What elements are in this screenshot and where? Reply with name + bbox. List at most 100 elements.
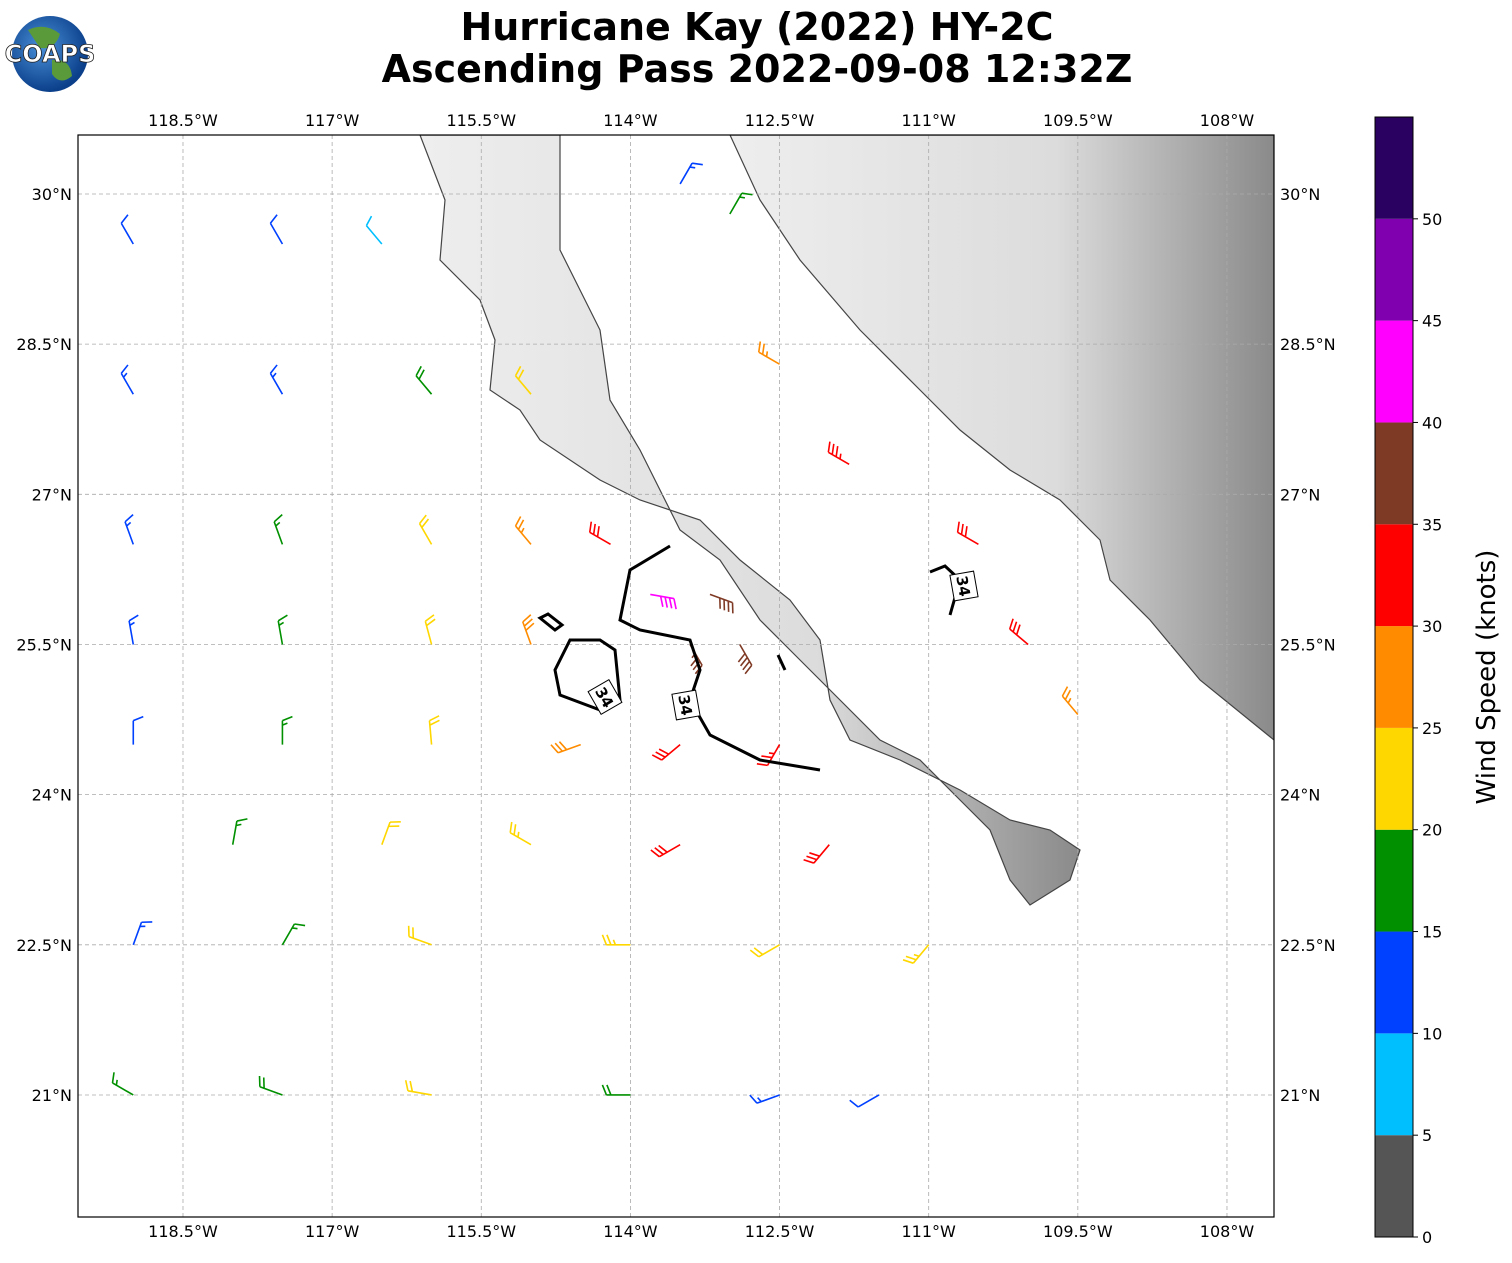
x-tick-label: 112.5°W: [745, 111, 815, 130]
wind-barb: [956, 521, 979, 546]
wind-barb: [588, 521, 611, 546]
axes: 118.5°W 118.5°W 117°W 117°W 115.5°W 115.5°W 11…: [16, 111, 1335, 1241]
colorbar-tick-label: 40: [1422, 413, 1442, 432]
y-tick-label: 25.5°N: [16, 635, 72, 654]
wind-barb: [231, 818, 248, 845]
colorbar-segment: [1375, 829, 1413, 932]
colorbar-segment: [1375, 117, 1413, 219]
baja-peninsula: [419, 135, 1081, 906]
title: Hurricane Kay (2022) HY-2C: [460, 5, 1053, 49]
wind-barb: [522, 614, 535, 645]
colorbar-tick-label: 30: [1422, 617, 1442, 636]
colorbar-label: Wind Speed (knots): [1472, 550, 1502, 805]
wind-barb: [132, 921, 153, 946]
colorbar-tick-label: 15: [1422, 923, 1442, 942]
colorbar-segment: [1375, 727, 1413, 830]
wind-barb: [258, 1075, 283, 1096]
wind-barb: [601, 934, 631, 946]
x-tick-label: 109.5°W: [1043, 1222, 1113, 1241]
wind-barb: [749, 944, 780, 958]
x-tick-label: 114°W: [603, 111, 658, 130]
colorbar-tick-label: 45: [1422, 312, 1442, 331]
wind-barb: [381, 820, 401, 845]
colorbar-segment: [1375, 931, 1413, 1034]
map-area: 34 34 34: [78, 135, 1274, 1217]
y-tick-label: 21°N: [32, 1086, 72, 1105]
colorbar-segment: [1375, 1135, 1413, 1237]
y-tick-label: 24°N: [32, 786, 72, 805]
wind-barb: [749, 1094, 780, 1104]
x-tick-label: 117°W: [305, 111, 360, 130]
colorbar-segment: [1375, 218, 1413, 321]
wind-barb: [418, 514, 433, 545]
wind-barb: [404, 1080, 432, 1096]
colorbar-segment: [1375, 320, 1413, 423]
x-tick-label: 111°W: [902, 111, 957, 130]
colorbar: 0 5 10 15 20 25 30 35 40 45 50 Wind Speed (knots): [1374, 116, 1502, 1247]
y-tick-label: 24°N: [1280, 786, 1320, 805]
wind-barb: [849, 1094, 880, 1108]
wind-barb: [514, 365, 532, 395]
x-tick-label: 118.5°W: [148, 111, 218, 130]
wind-barb: [120, 214, 134, 245]
colorbar-frame: [1374, 116, 1414, 1238]
y-tick-label: 25.5°N: [1280, 635, 1336, 654]
colorbar-tick-label: 10: [1422, 1024, 1442, 1043]
y-tick-label: 30°N: [1280, 185, 1320, 204]
wind-barb: [757, 341, 780, 365]
colorbar-tick-label: 25: [1422, 719, 1442, 738]
wind-barb: [651, 743, 681, 761]
logo-land: [28, 26, 72, 81]
contour-label: 34: [674, 693, 695, 717]
colorbar-segment: [1375, 524, 1413, 627]
wind-barb: [650, 843, 681, 858]
x-tick-label: 114°W: [603, 1222, 658, 1241]
y-tick-label: 30°N: [32, 185, 72, 204]
wind-barb: [124, 514, 135, 545]
colorbar-tick-label: 20: [1422, 821, 1442, 840]
x-tick-label: 109.5°W: [1043, 111, 1113, 130]
wind-barb: [428, 715, 440, 745]
contour-34kt: [776, 654, 787, 671]
x-tick-label: 112.5°W: [745, 1222, 815, 1241]
wind-barb: [281, 715, 293, 745]
wind-barb: [737, 644, 753, 675]
wind-barb: [424, 614, 436, 645]
y-tick-label: 27°N: [32, 485, 72, 504]
wind-barb: [679, 162, 703, 185]
wind-barb: [601, 1084, 631, 1096]
x-tick-label: 108°W: [1200, 111, 1255, 130]
colorbar-tick-label: 0: [1422, 1228, 1432, 1247]
wind-barb: [729, 192, 753, 215]
wind-barb: [550, 741, 581, 754]
logo-text: COAPS: [5, 40, 96, 68]
x-tick-label: 111°W: [902, 1222, 957, 1241]
wind-barb: [827, 441, 850, 465]
contour-label: 34: [952, 574, 973, 598]
y-tick-label: 22.5°N: [16, 936, 72, 955]
wind-barb: [1008, 618, 1029, 646]
wind-barb: [365, 215, 383, 245]
wind-barb: [132, 715, 144, 745]
x-tick-label: 118.5°W: [148, 1222, 218, 1241]
wind-barb: [1061, 686, 1079, 716]
logo: COAPS: [4, 16, 96, 92]
wind-barb: [509, 821, 532, 846]
x-tick-label: 115.5°W: [446, 111, 516, 130]
colorbar-tick-label: 5: [1422, 1126, 1432, 1145]
map-frame: [77, 134, 1275, 1218]
colorbar-segment: [1375, 626, 1413, 728]
wind-barb: [120, 364, 134, 395]
y-tick-label: 27°N: [1280, 485, 1320, 504]
wind-barb: [273, 514, 284, 545]
contour-34kt: [537, 544, 962, 772]
wind-barb: [128, 614, 139, 645]
colorbar-tick-label: 35: [1422, 515, 1442, 534]
colorbar-segment: [1375, 422, 1413, 525]
y-tick-label: 28.5°N: [16, 335, 72, 354]
wind-barb: [407, 925, 432, 946]
colorbar-segment: [1375, 1033, 1413, 1136]
wind-barb: [415, 365, 433, 395]
y-tick-label: 28.5°N: [1280, 335, 1336, 354]
